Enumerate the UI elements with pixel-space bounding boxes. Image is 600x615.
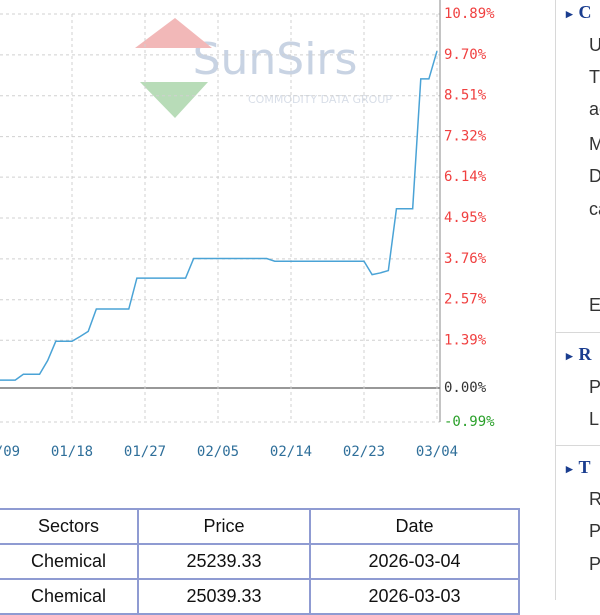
page: SunSirs COMMODITY DATA GROUP -0.99% 0.00%…: [0, 0, 600, 600]
table-header: Date: [309, 508, 520, 545]
line: [0, 50, 438, 381]
y-tick-label: 6.14%: [444, 169, 487, 185]
link-text: D: [589, 166, 600, 186]
link-text: P: [589, 521, 600, 541]
table-cell: Chemical: [0, 578, 139, 615]
section-heading: T: [566, 457, 591, 478]
x-tick-label: 02/05: [197, 444, 239, 460]
table-cell: Chemical: [0, 543, 139, 580]
y-tick-label: 1.39%: [444, 332, 487, 348]
section-heading: R: [566, 344, 592, 365]
x-tick-label: 02/14: [270, 444, 312, 460]
link-text: L: [589, 409, 600, 429]
x-tick-label: 01/09: [0, 444, 20, 460]
y-tick-label: 10.89%: [444, 6, 495, 22]
separator: [556, 445, 600, 446]
y-tick-label: 4.95%: [444, 210, 487, 226]
link-text: P: [589, 554, 600, 574]
x-tick-label: 01/27: [124, 444, 166, 460]
x-tick-label: 03/04: [416, 444, 458, 460]
link-text: ca: [589, 199, 600, 219]
y-tick-label: 8.51%: [444, 88, 487, 104]
chart: SunSirs COMMODITY DATA GROUP -0.99% 0.00%…: [0, 0, 495, 460]
link-text: U: [589, 35, 600, 55]
watermark-brand: SunSirs: [193, 34, 358, 85]
watermark-logo: [135, 18, 212, 48]
link-text: R: [589, 489, 600, 509]
price-table: Sectors Price Date Chemical 25239.33 2026-03…: [0, 508, 520, 615]
table-cell: 25039.33: [137, 578, 311, 615]
link-text: M: [589, 134, 600, 154]
y-tick-label: 3.76%: [444, 251, 487, 267]
x-tick-label: 02/23: [343, 444, 385, 460]
watermark-logo: [140, 82, 208, 118]
table-cell: 2026-03-04: [309, 543, 520, 580]
section-heading: C: [566, 2, 592, 23]
y-tick-label: 0.00%: [444, 380, 487, 396]
watermark-tagline: COMMODITY DATA GROUP: [248, 93, 392, 106]
y-tick-label: 7.32%: [444, 129, 487, 145]
y-tick-label: 2.57%: [444, 292, 487, 308]
table-header: Sectors: [0, 508, 139, 545]
x-tick-label: 01/18: [51, 444, 93, 460]
table-cell: 25239.33: [137, 543, 311, 580]
table-header: Price: [137, 508, 311, 545]
y-tick-label: 9.70%: [444, 47, 487, 63]
link-text: T: [589, 67, 600, 87]
link-text: ac: [589, 99, 600, 119]
y-tick-label: -0.99%: [444, 414, 495, 430]
separator: [556, 332, 600, 333]
sidebar: CUTacMDcaERPLTRPP: [555, 0, 600, 600]
table-cell: 2026-03-03: [309, 578, 520, 615]
link-text: E: [589, 295, 600, 315]
link-text: P: [589, 377, 600, 397]
